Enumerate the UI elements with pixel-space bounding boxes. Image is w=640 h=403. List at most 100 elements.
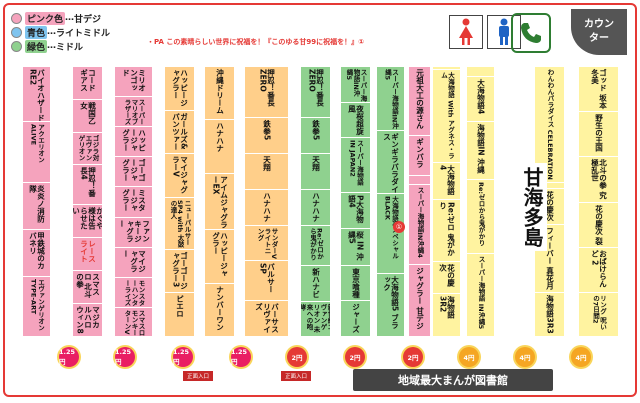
machine-slot[interactable] [535,183,565,189]
machine-slot[interactable]: バイオハザードRE2 [23,67,51,123]
machine-slot[interactable]: 東京喰種 [341,265,371,302]
machine-slot[interactable]: アイムジャグラーEX [205,173,235,231]
machine-slot[interactable]: ジャーズ [341,301,371,337]
machine-slot[interactable]: モンスターハンターライズ [115,278,153,308]
machine-slot[interactable]: 新ハナビ [301,266,331,303]
machine-slot[interactable]: ピエロ [165,293,195,338]
machine-slot[interactable]: バーサス リヴァイズ [245,300,289,337]
machine-name: ギンパラ [415,138,425,169]
machine-slot[interactable]: 夜桜超旋風 [341,102,371,139]
machine-slot[interactable]: エヴァンゲリオン TYPE-ART [23,276,51,338]
machine-slot[interactable]: コードギアス [73,67,103,100]
machine-slot[interactable]: わんわんパラダイス CELEBRATION [535,67,565,184]
machine-slot[interactable]: マジカルハロウィン8 [73,304,103,337]
machine-slot[interactable]: マイジャグラー [115,247,153,279]
floor-map: ピンク色… 甘デジ 青色… ライトミドル 緑色… ミドル ・PA この素晴らしい世界に祝福… [3,3,637,397]
machine-slot[interactable]: 鉄拳5 [301,118,331,154]
machine-slot[interactable]: スマスロ 北斗の拳 [73,271,103,305]
machine-slot[interactable]: 鉄拳5 [245,118,289,155]
machine-slot[interactable]: ギンパラ [409,136,431,176]
machine-slot[interactable]: スーパー海物語IN沖縄5 [341,67,371,103]
machine-slot[interactable]: ゴッド 坂本冬美 [579,67,619,113]
aisle-column-14: ゴッド 坂本冬美 野生の王国 北斗の拳 究極乱世 花の慶次 裂おばけらんど 2 リング … [579,67,619,338]
machine-slot[interactable]: スーパー海物語 IN沖縄5 [467,254,495,338]
aisle-column-9: スーパー海物語IN沖縄5 ギンギラパラダイス 大海物語4スペシャルBLACK 大海物語… [377,67,405,337]
machine-name: スマスロ モンキーターンV [123,309,145,336]
machine-slot[interactable]: Re:ゼロから鬼がかり [301,225,331,267]
machine-slot[interactable]: スーパーマリオブラザーズ [115,97,153,127]
machine-slot[interactable]: 大海物語 With アグネス・ラム [433,70,461,163]
machine-slot[interactable]: リング 呪いの7日間2 [579,292,619,338]
machine-slot[interactable]: ハナハナ [301,189,331,226]
machine-slot[interactable]: 桜 IN 沖縄5 [341,228,371,266]
machine-slot[interactable]: 甲鉄城のカバネリ [23,229,51,277]
machine-slot[interactable]: 花の慶次 [535,188,565,225]
machine-slot[interactable]: 炎炎ノ消防隊 [23,182,51,230]
machine-slot[interactable]: ジャグラー 甘デジ [409,265,431,337]
machine-slot[interactable]: 海物語 3R2 [433,294,461,337]
machine-slot[interactable]: ハッピージャグラー [115,126,153,157]
machine-name: バーサス リヴァイズ [254,302,280,333]
machine-name: 鉄拳5 [262,120,272,141]
machine-slot[interactable]: 沖縄ドリーム [205,67,235,121]
machine-slot[interactable]: ゴーゴージャグラー [115,156,153,188]
machine-slot[interactable]: パルサーSP [245,261,289,301]
machine-slot[interactable]: P大海物語4 [341,193,371,229]
machine-slot[interactable]: 押忍！番長ZERO [245,67,289,119]
machine-slot[interactable]: マイジャグラーV [165,154,195,198]
machine-slot[interactable]: 元祖大工の源さん [409,67,431,137]
machine-slot[interactable]: フィーバー 真花月 [535,224,565,293]
machine-slot[interactable]: 北斗の拳 究極乱世 [579,157,619,203]
machine-slot[interactable]: ミリオンゴッド [115,67,153,98]
machine-slot[interactable]: ギンギラパラダイス [377,130,405,194]
machine-slot[interactable]: スーパー海物語IN沖縄4 [409,184,431,266]
machine-slot[interactable]: 大海物語4スペシャルBLACK [377,193,405,274]
machine-slot[interactable]: 天翔 [245,154,289,191]
machine-slot[interactable]: ハナハナ [245,190,289,227]
machine-slot[interactable]: サンダーVライトニング [245,226,289,262]
machine-slot[interactable]: 野生の王国 [579,112,619,158]
legend-swatch-pink [11,12,22,24]
machine-slot[interactable]: ゴーゴージャグラー3 [165,249,195,294]
machine-slot[interactable]: Re:ゼロから鬼がかり [467,180,495,255]
machine-name: 花の慶次 裂 [594,204,604,245]
machine-slot[interactable]: かぐや様は告らせたい [73,205,103,239]
machine-name: わんわんパラダイス CELEBRATION [546,69,554,180]
machine-slot[interactable]: アクエリオンALIVE [23,122,51,183]
legend-rate: ミドル [56,42,84,53]
machine-slot[interactable]: ファンキージャグラー [115,217,153,248]
machine-slot[interactable] [467,67,495,77]
machine-slot[interactable]: 押忍！番長4 [73,164,103,206]
rate-badge: 4円 [459,347,479,367]
machine-name: ゴジラ対エヴァンゲリオン [77,134,99,161]
machine-slot[interactable]: ナンバーワン [205,283,235,337]
machine-slot[interactable]: 大海物語4 [433,162,461,200]
machine-slot[interactable] [409,175,431,185]
machine-slot[interactable]: Re:ゼロ 鬼がかり [433,199,461,263]
machine-slot[interactable]: 大海物語5 ブラック [377,273,405,337]
machine-slot[interactable]: ハッピージャグラー [205,230,235,284]
machine-slot[interactable]: ハナハナ [205,120,235,174]
machine-slot[interactable]: 押忍！番長ZERO [301,67,331,119]
machine-slot[interactable]: スーパー海物語IN沖縄5 [377,67,405,131]
machine-slot[interactable]: 花の慶次 [433,262,461,295]
rate-badge: 1.25円 [173,347,193,367]
machine-slot[interactable]: 花の慶次 裂 [579,202,619,248]
machine-slot[interactable]: ミスタージャグラー [115,187,153,218]
machine-slot[interactable]: おばけらんど 2 [579,247,619,293]
machine-slot[interactable]: 海物語IN 沖縄 [467,121,495,181]
machine-slot[interactable]: ガールズ&パンツァー [165,110,195,155]
machine-slot[interactable]: 海物語3R3 [535,292,565,338]
female-restroom-icon [459,18,473,45]
machine-slot[interactable]: 天翔 [301,154,331,190]
machine-slot[interactable]: スマスロ モンキーターンV [115,307,153,337]
machine-slot[interactable]: 戦国乙女 [73,99,103,133]
machine-slot[interactable]: 大海物語4 [467,76,495,122]
machine-slot[interactable]: レースライト [73,238,103,272]
machine-slot[interactable]: ニューパルサーSP4 with 太鼓の達人 [165,197,195,250]
machine-slot[interactable] [433,67,461,70]
machine-slot[interactable]: 新世紀エヴァンゲリオン 未来への咆哮 [301,302,331,337]
machine-slot[interactable]: スーパー海物語IN JAPAN2 [341,138,371,194]
machine-slot[interactable]: ゴジラ対エヴァンゲリオン [73,132,103,165]
machine-slot[interactable]: ハッピージャグラー [165,67,195,111]
